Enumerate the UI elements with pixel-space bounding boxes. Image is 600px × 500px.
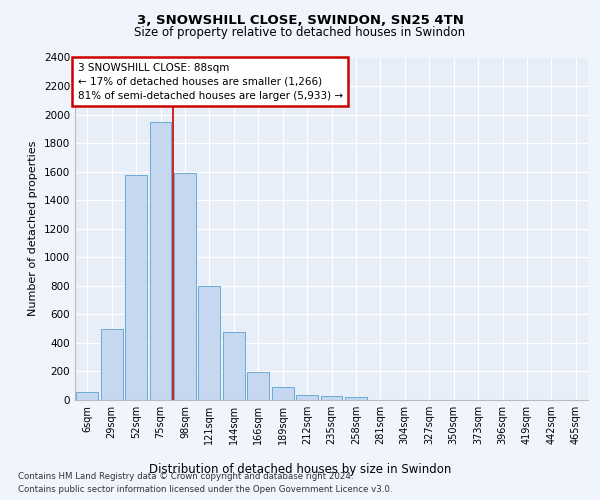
- Bar: [247, 372, 269, 400]
- Text: 3 SNOWSHILL CLOSE: 88sqm
← 17% of detached houses are smaller (1,266)
81% of sem: 3 SNOWSHILL CLOSE: 88sqm ← 17% of detach…: [77, 62, 343, 100]
- Bar: [296, 395, 318, 400]
- Bar: [345, 397, 367, 400]
- Bar: [320, 396, 343, 400]
- Text: Contains public sector information licensed under the Open Government Licence v3: Contains public sector information licen…: [18, 485, 392, 494]
- Bar: [174, 173, 196, 400]
- Y-axis label: Number of detached properties: Number of detached properties: [28, 141, 38, 316]
- Bar: [199, 286, 220, 400]
- Bar: [149, 122, 172, 400]
- Text: Size of property relative to detached houses in Swindon: Size of property relative to detached ho…: [134, 26, 466, 39]
- Bar: [101, 328, 122, 400]
- Text: 3, SNOWSHILL CLOSE, SWINDON, SN25 4TN: 3, SNOWSHILL CLOSE, SWINDON, SN25 4TN: [137, 14, 463, 27]
- Text: Distribution of detached houses by size in Swindon: Distribution of detached houses by size …: [149, 462, 451, 475]
- Bar: [272, 387, 293, 400]
- Text: Contains HM Land Registry data © Crown copyright and database right 2024.: Contains HM Land Registry data © Crown c…: [18, 472, 353, 481]
- Bar: [223, 332, 245, 400]
- Bar: [125, 174, 147, 400]
- Bar: [76, 392, 98, 400]
